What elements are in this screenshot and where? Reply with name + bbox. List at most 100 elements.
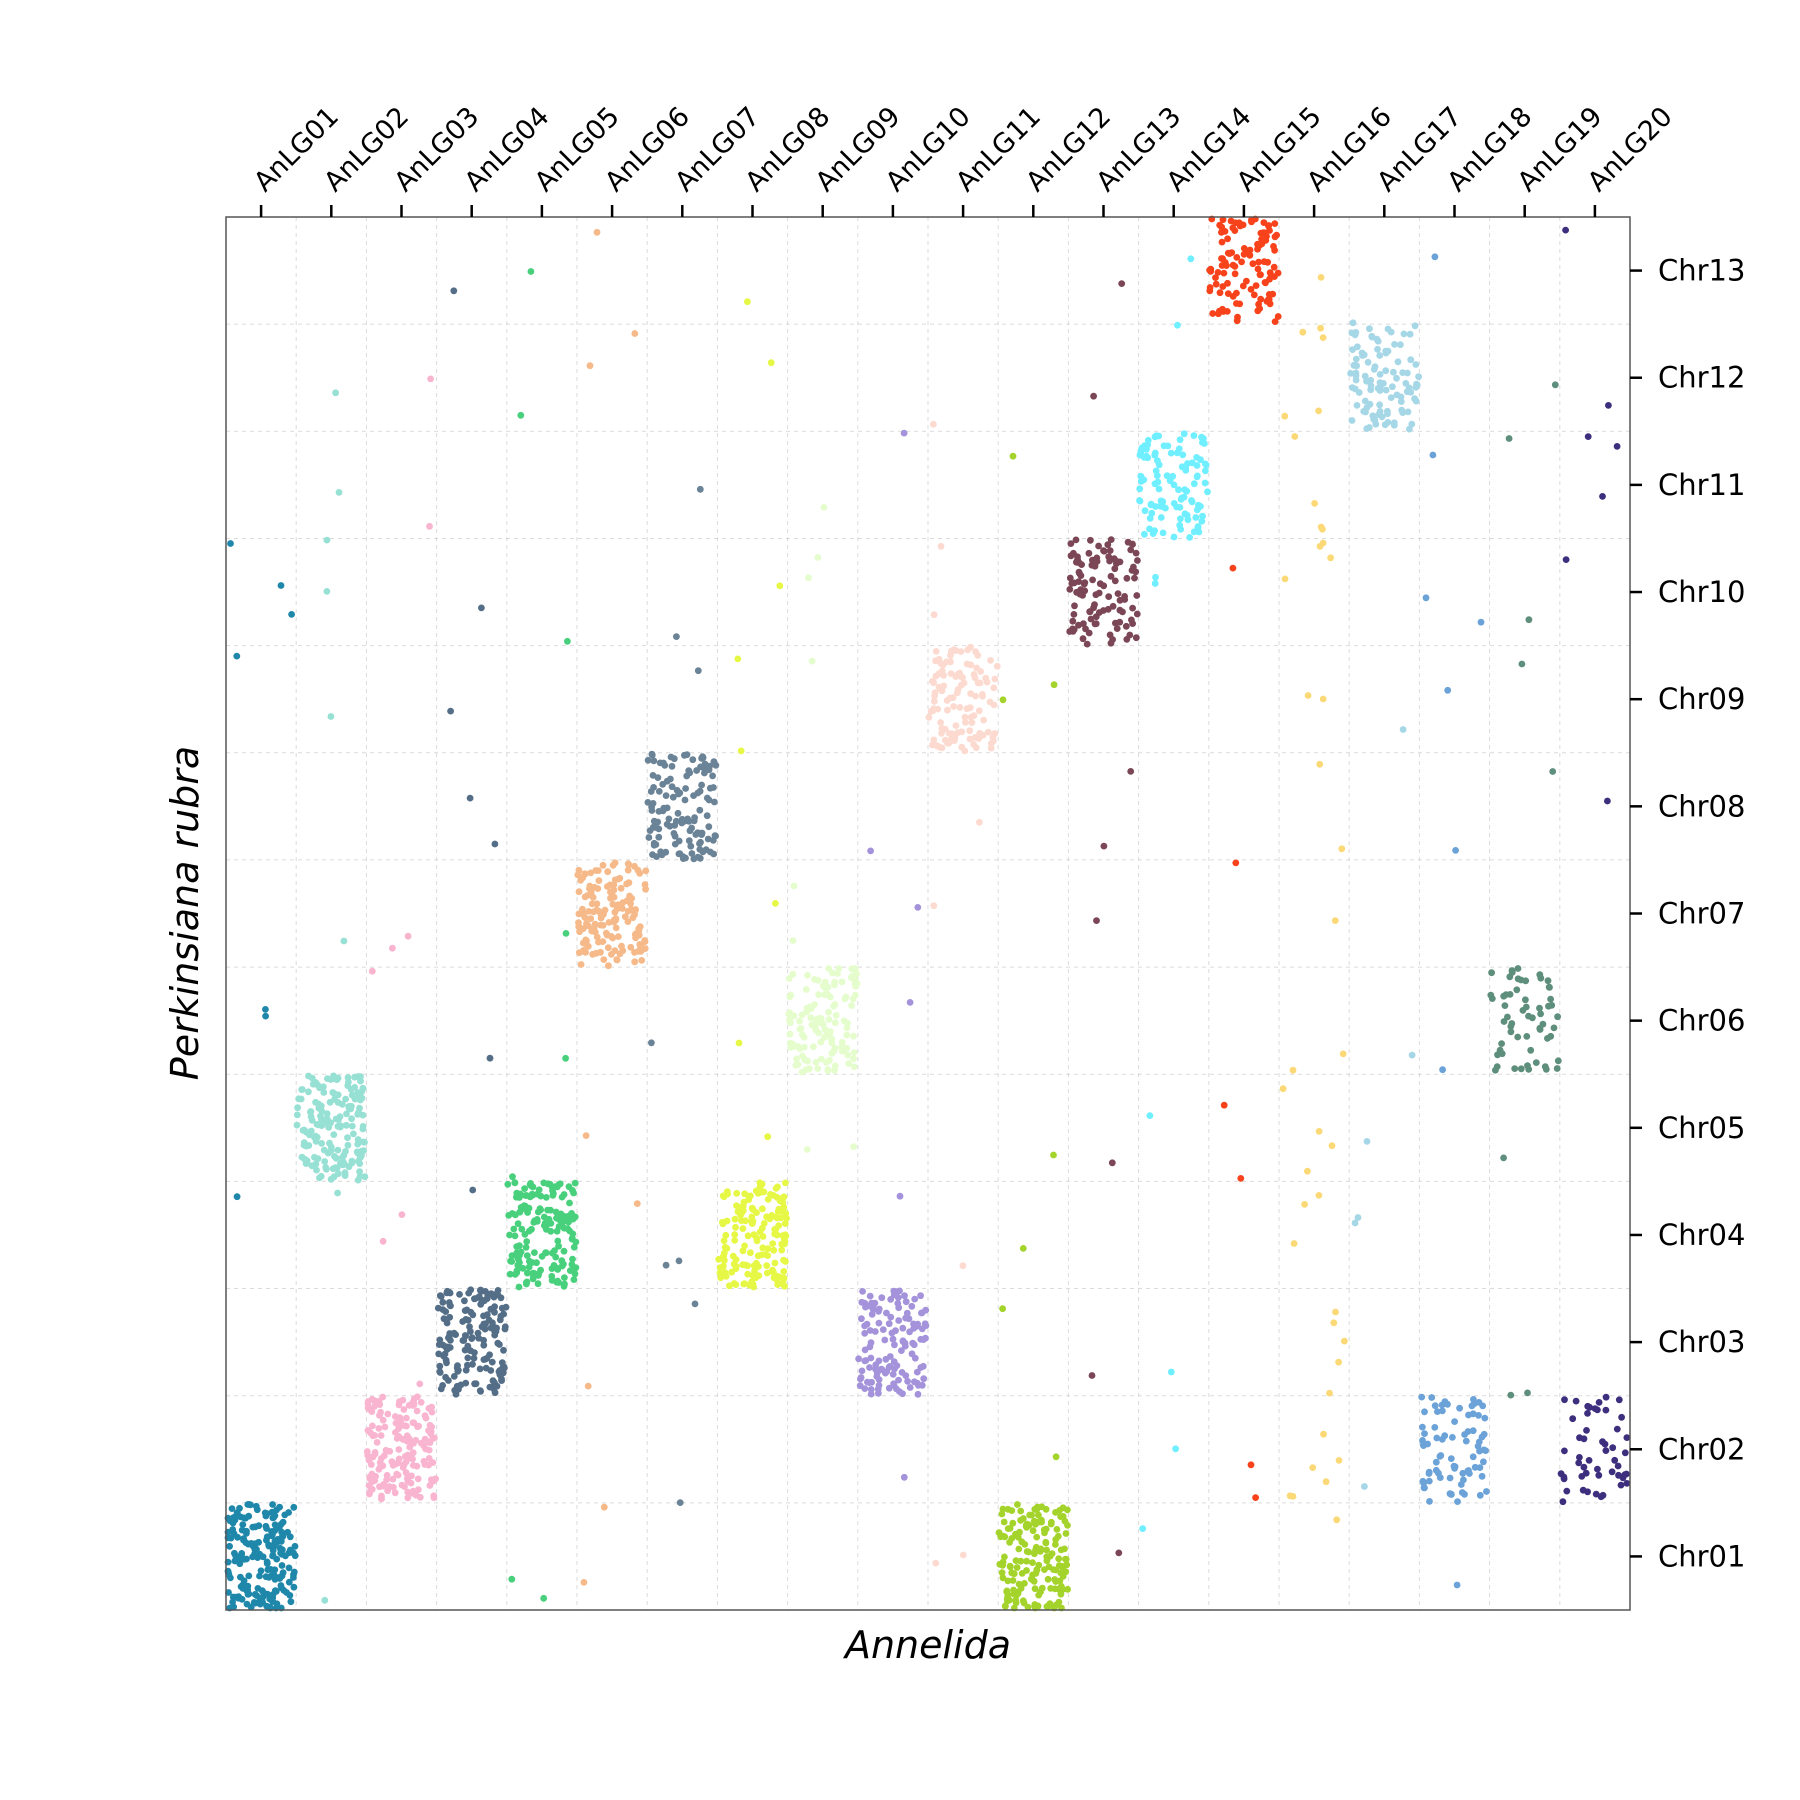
block-point bbox=[1504, 1013, 1511, 1021]
scattered-point bbox=[900, 1473, 908, 1481]
block-point bbox=[1170, 481, 1178, 489]
block-point bbox=[886, 1353, 894, 1360]
block-point bbox=[486, 1351, 493, 1359]
block-point bbox=[972, 692, 979, 700]
block-point bbox=[425, 1438, 433, 1446]
block-point bbox=[1201, 440, 1208, 447]
block-point bbox=[1159, 529, 1167, 537]
block-point bbox=[407, 1479, 415, 1487]
block-point bbox=[998, 1569, 1006, 1577]
block-point bbox=[1269, 290, 1277, 298]
block-point bbox=[893, 1362, 901, 1369]
block-point bbox=[845, 1060, 852, 1067]
block-point bbox=[1426, 1498, 1433, 1505]
block-point bbox=[773, 1231, 781, 1239]
scattered-point bbox=[1311, 500, 1318, 507]
block-point bbox=[721, 1269, 729, 1276]
block-point bbox=[1132, 568, 1140, 576]
scattered-point bbox=[1291, 433, 1299, 440]
block-point bbox=[648, 807, 656, 814]
block-point bbox=[1391, 341, 1398, 348]
block-point bbox=[866, 1364, 873, 1371]
block-point bbox=[523, 1252, 531, 1259]
block-point bbox=[1609, 1444, 1617, 1452]
block-point bbox=[1415, 373, 1422, 381]
block-point bbox=[744, 1232, 752, 1240]
block-point bbox=[1451, 1463, 1459, 1471]
block-point bbox=[605, 919, 613, 926]
block-point bbox=[474, 1329, 482, 1337]
block-point bbox=[389, 1475, 397, 1483]
y-tick-label: Chr05 bbox=[1658, 1111, 1745, 1145]
block-point bbox=[879, 1326, 887, 1333]
block-point bbox=[268, 1508, 276, 1516]
block-point bbox=[819, 1020, 827, 1028]
block-point bbox=[244, 1540, 252, 1548]
block-point bbox=[803, 1008, 810, 1016]
block-point bbox=[259, 1598, 266, 1606]
block-point bbox=[505, 1212, 513, 1219]
block-point bbox=[962, 719, 969, 726]
block-point bbox=[417, 1399, 425, 1406]
block-point bbox=[231, 1557, 239, 1565]
block-point bbox=[1009, 1577, 1017, 1584]
block-point bbox=[709, 837, 717, 844]
block-point bbox=[604, 883, 611, 890]
block-point bbox=[739, 1207, 747, 1214]
block-point bbox=[892, 1289, 900, 1297]
block-point bbox=[1569, 1415, 1577, 1423]
block-point bbox=[330, 1131, 338, 1138]
block-point bbox=[1474, 1442, 1482, 1450]
block-point bbox=[933, 742, 941, 750]
scattered-point bbox=[1139, 1525, 1147, 1532]
block-point bbox=[584, 922, 592, 930]
block-point bbox=[1212, 274, 1219, 281]
block-point bbox=[1095, 542, 1102, 550]
block-point bbox=[1393, 391, 1401, 399]
block-point bbox=[1248, 216, 1255, 224]
block-point bbox=[1256, 305, 1263, 312]
block-point bbox=[291, 1552, 299, 1560]
block-point bbox=[318, 1116, 325, 1124]
block-point bbox=[871, 1328, 879, 1335]
block-point bbox=[528, 1190, 536, 1198]
block-point bbox=[466, 1323, 473, 1331]
scattered-point bbox=[1333, 1516, 1341, 1524]
block-point bbox=[937, 719, 944, 726]
block-point bbox=[1546, 984, 1553, 991]
block-point bbox=[1202, 467, 1209, 475]
block-point bbox=[1229, 261, 1237, 269]
block-point bbox=[838, 978, 846, 986]
block-point bbox=[616, 950, 624, 958]
block-point bbox=[1066, 574, 1074, 582]
block-point bbox=[641, 937, 649, 944]
block-point bbox=[832, 1011, 840, 1019]
block-point bbox=[746, 1281, 753, 1289]
block-point bbox=[1579, 1486, 1587, 1494]
block-point bbox=[298, 1086, 306, 1093]
block-point bbox=[402, 1469, 410, 1477]
block-point bbox=[1354, 343, 1361, 351]
block-point bbox=[1180, 430, 1188, 438]
block-point bbox=[359, 1084, 367, 1092]
block-point bbox=[269, 1514, 277, 1522]
block-point bbox=[428, 1403, 436, 1411]
scattered-point bbox=[1562, 556, 1570, 563]
block-point bbox=[371, 1450, 379, 1458]
block-point bbox=[316, 1084, 323, 1092]
block-point bbox=[446, 1313, 454, 1321]
block-point bbox=[1608, 1468, 1616, 1476]
block-point bbox=[239, 1521, 247, 1528]
block-point bbox=[1258, 235, 1265, 243]
block-point bbox=[963, 705, 971, 713]
block-point bbox=[783, 1214, 790, 1222]
scattered-point bbox=[404, 932, 412, 940]
scattered-point bbox=[593, 228, 601, 236]
block-point bbox=[881, 1336, 889, 1344]
block-point bbox=[575, 888, 583, 896]
block-point bbox=[844, 1051, 852, 1059]
block-point bbox=[802, 1066, 810, 1073]
block-point bbox=[1437, 1452, 1445, 1459]
block-point bbox=[1243, 277, 1250, 285]
